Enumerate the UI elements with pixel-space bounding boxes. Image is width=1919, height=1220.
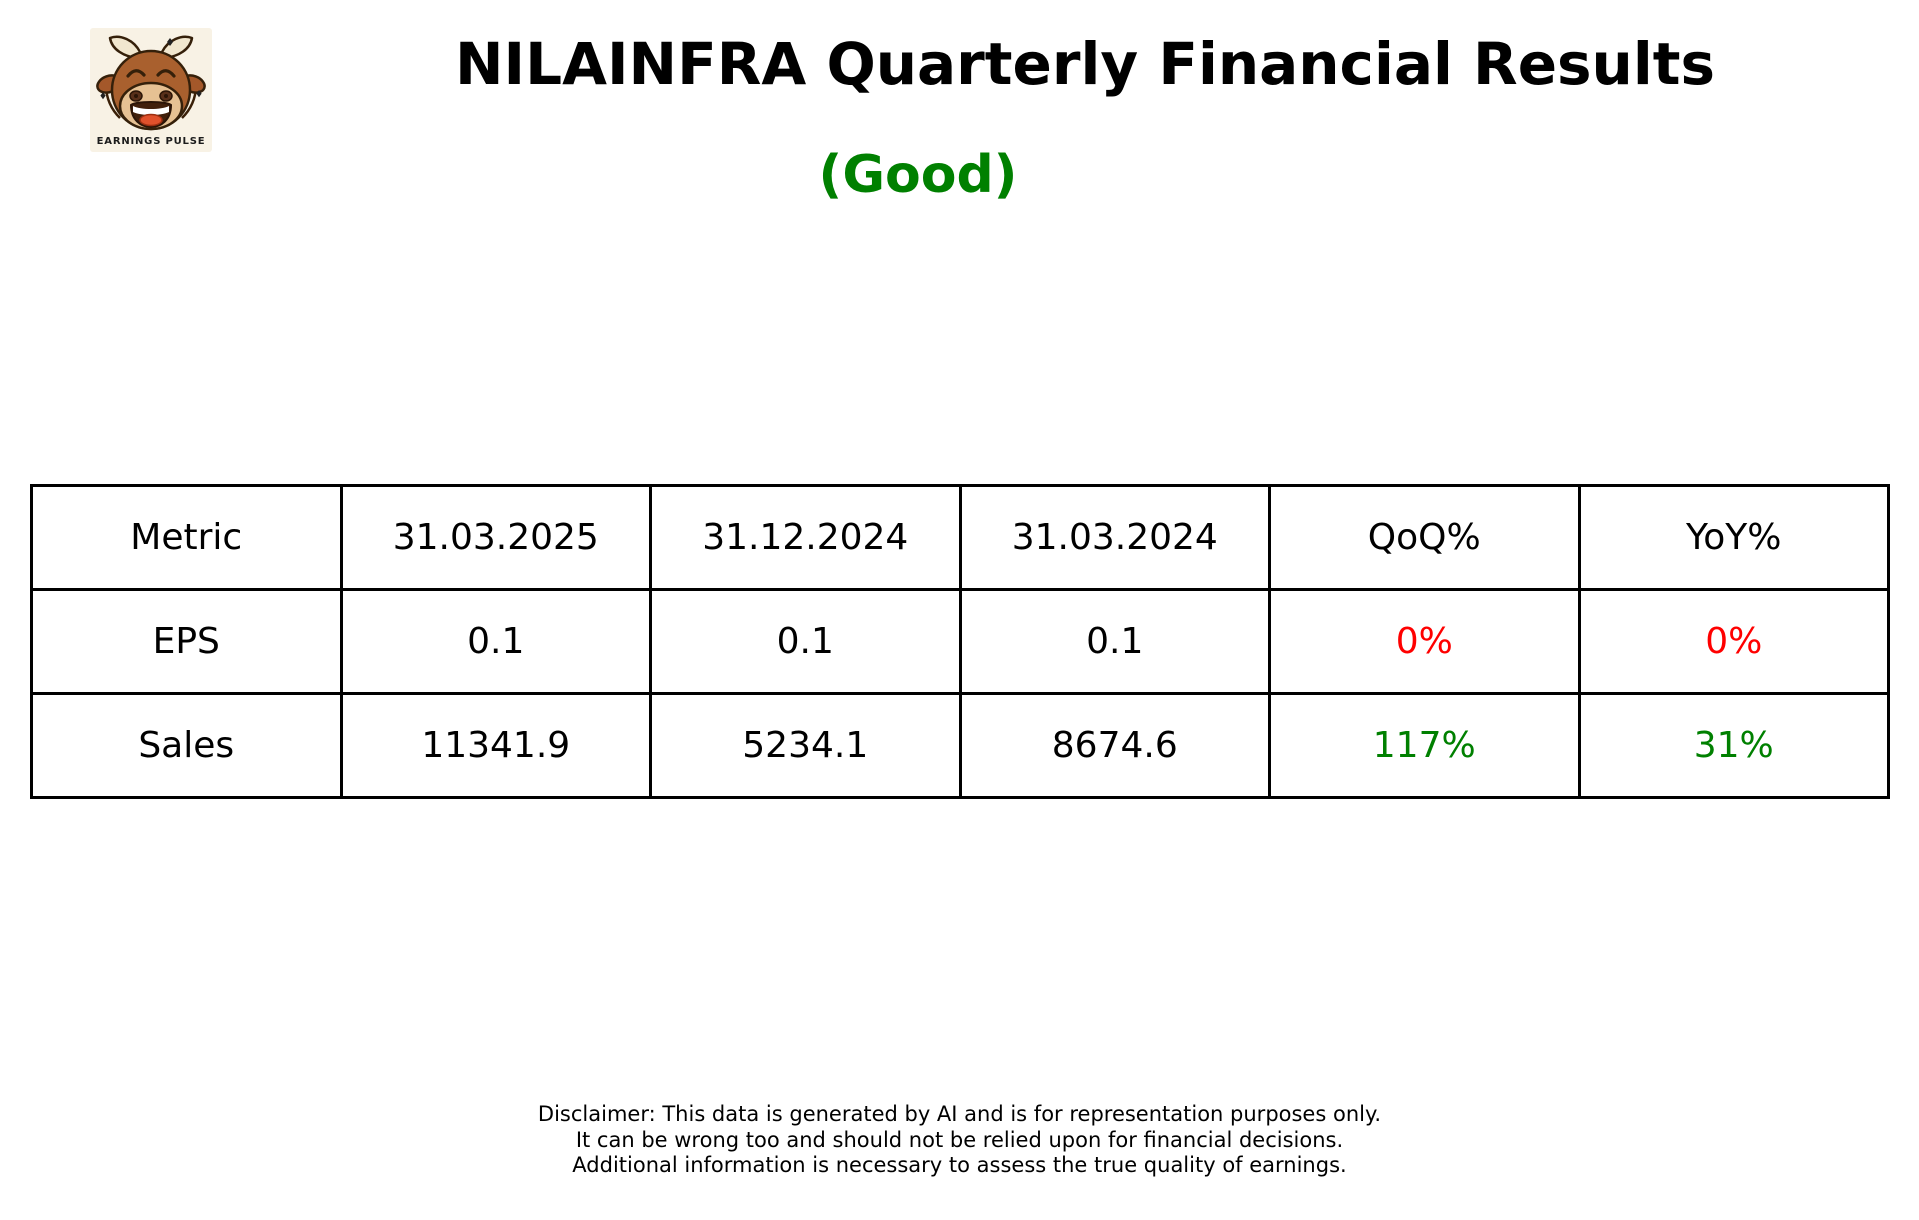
yoy-pct-cell: 31%: [1577, 692, 1890, 799]
yoy-pct-cell: 0%: [1577, 588, 1890, 695]
col-header-qoq-pct: QoQ%: [1268, 484, 1581, 591]
qoq-pct-cell: 117%: [1268, 692, 1581, 799]
qoq-pct-cell: 0%: [1268, 588, 1581, 695]
col-header-date-current: 31.03.2025: [339, 484, 652, 591]
disclaimer-line: Disclaimer: This data is generated by AI…: [537, 1102, 1382, 1126]
header-row: Metric 31.03.2025 31.12.2024 31.03.2024 …: [30, 484, 1890, 591]
table-row-sales: Sales 11341.9 5234.1 8674.6 117% 31%: [30, 692, 1890, 799]
metric-cell: EPS: [30, 588, 343, 695]
table-row-eps: EPS 0.1 0.1 0.1 0% 0%: [30, 588, 1890, 695]
disclaimer: Disclaimer: This data is generated by AI…: [0, 1102, 1919, 1179]
value-cell: 0.1: [649, 588, 962, 695]
col-header-metric: Metric: [30, 484, 343, 591]
col-header-date-prev-quarter: 31.12.2024: [649, 484, 962, 591]
metric-cell: Sales: [30, 692, 343, 799]
brand-logo: EARNINGS PULSE: [90, 28, 212, 152]
disclaimer-line: It can be wrong too and should not be re…: [575, 1127, 1344, 1152]
verdict-badge: (Good): [818, 145, 1018, 205]
bull-mascot-icon: EARNINGS PULSE: [90, 28, 212, 152]
value-cell: 0.1: [339, 588, 652, 695]
value-cell: 5234.1: [649, 692, 962, 799]
col-header-date-prev-year: 31.03.2024: [958, 484, 1271, 591]
value-cell: 0.1: [958, 588, 1271, 695]
brand-name: EARNINGS PULSE: [97, 136, 206, 147]
col-header-yoy-pct: YoY%: [1577, 484, 1890, 591]
disclaimer-line: Additional information is necessary to a…: [572, 1153, 1347, 1177]
value-cell: 8674.6: [958, 692, 1271, 799]
page-title: NILAINFRA Quarterly Financial Results: [455, 30, 1715, 98]
financial-results-table: Metric 31.03.2025 31.12.2024 31.03.2024 …: [30, 484, 1890, 799]
value-cell: 11341.9: [339, 692, 652, 799]
